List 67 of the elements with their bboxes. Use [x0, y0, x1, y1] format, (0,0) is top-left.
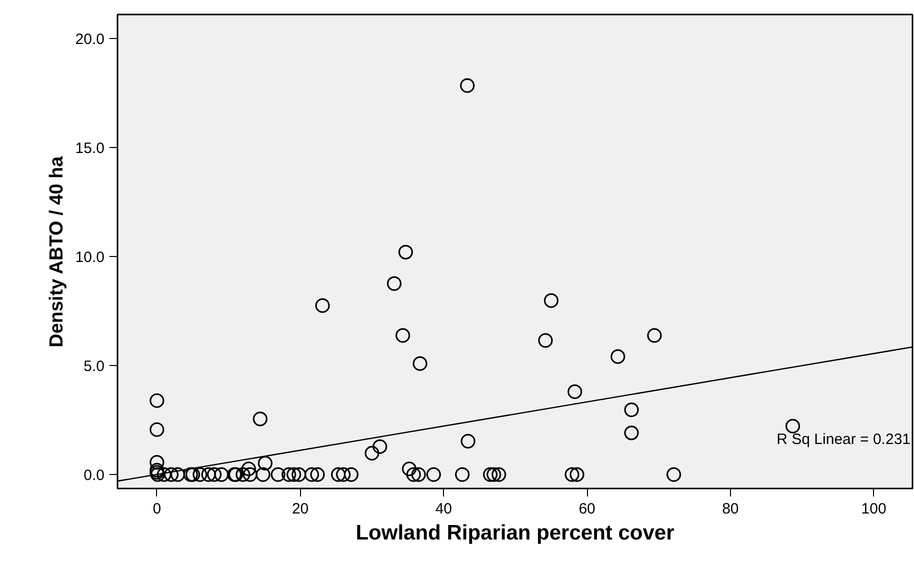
point	[336, 467, 351, 482]
x-tick-label: 0	[152, 500, 162, 518]
point	[150, 422, 164, 437]
point	[544, 293, 558, 308]
point	[666, 467, 682, 482]
y-axis-title: Density ABTO / 40 ha	[46, 156, 68, 348]
x-axis-title: Lowland Riparian percent cover	[356, 522, 674, 544]
point	[344, 467, 358, 482]
x-tick-label: 100	[861, 500, 886, 518]
point	[455, 467, 470, 482]
point	[785, 418, 800, 434]
point	[258, 456, 272, 470]
point	[396, 328, 410, 343]
point	[486, 467, 502, 482]
y-tick-label: 5.0	[84, 358, 105, 376]
point	[624, 426, 639, 440]
point	[406, 467, 421, 482]
point	[236, 467, 250, 482]
y-tick-label: 15.0	[75, 140, 105, 157]
y-tick-label: 10.0	[75, 249, 105, 266]
point	[156, 467, 172, 482]
y-tick-label: 20.0	[75, 30, 105, 48]
point	[372, 439, 388, 454]
point	[460, 434, 476, 448]
point	[164, 467, 179, 482]
point	[610, 349, 626, 364]
point	[482, 467, 498, 482]
point	[310, 467, 325, 482]
point	[304, 467, 320, 482]
point	[538, 333, 553, 348]
point	[564, 467, 580, 482]
point	[402, 462, 417, 476]
point	[647, 328, 662, 343]
point	[270, 467, 286, 482]
point	[282, 467, 296, 482]
point	[412, 356, 428, 371]
point	[170, 467, 186, 482]
x-tick-label: 60	[578, 500, 596, 518]
x-tick-label: 20	[292, 500, 309, 518]
point	[252, 412, 268, 426]
point	[286, 467, 302, 482]
point	[201, 467, 216, 482]
point	[214, 467, 229, 482]
point	[411, 467, 426, 482]
point	[568, 384, 582, 399]
x-tick-label: 40	[435, 500, 452, 518]
point	[192, 467, 208, 482]
point	[386, 276, 402, 291]
y-tick-label: 0.0	[84, 467, 105, 484]
point	[426, 467, 441, 482]
point	[150, 393, 164, 408]
point	[315, 298, 330, 313]
point	[624, 402, 639, 418]
annotation: R Sq Linear = 0.231	[776, 431, 910, 448]
point	[398, 244, 413, 260]
point	[242, 467, 258, 482]
point	[256, 467, 270, 482]
point	[492, 467, 506, 482]
point	[364, 446, 380, 460]
x-tick-label: 80	[722, 500, 739, 518]
point	[330, 467, 346, 482]
point	[570, 467, 584, 482]
point	[460, 78, 475, 93]
point	[241, 462, 256, 476]
point	[206, 467, 222, 482]
point	[150, 455, 164, 470]
point	[292, 467, 306, 482]
